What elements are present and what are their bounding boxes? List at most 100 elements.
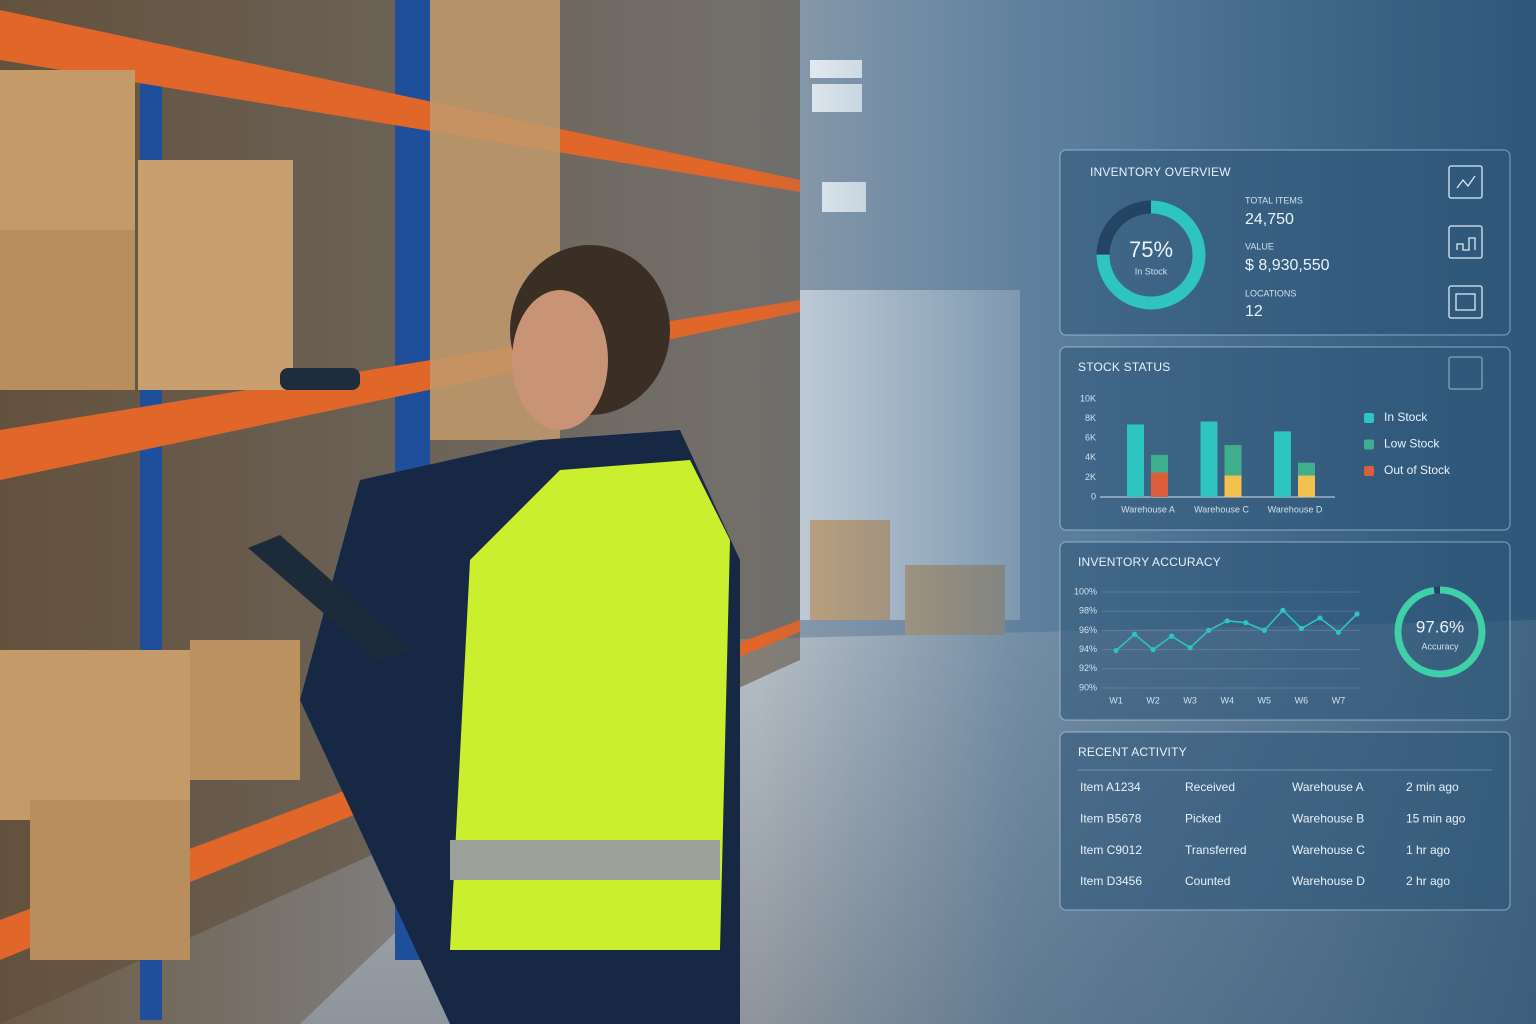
table-cell: 15 min ago (1406, 811, 1466, 825)
y-tick-label: 0 (1091, 491, 1096, 501)
y-tick-label: 8K (1085, 413, 1096, 423)
point (1206, 627, 1212, 634)
bar-segment (1151, 472, 1168, 497)
y-tick-label: 94% (1079, 644, 1097, 654)
icon-button[interactable] (1448, 356, 1483, 390)
point (1280, 607, 1286, 613)
panel-title: RECENT ACTIVITY (1078, 745, 1187, 759)
legend-swatch (1364, 413, 1374, 423)
y-tick-label: 98% (1079, 606, 1097, 616)
table-cell: 1 hr ago (1406, 843, 1450, 857)
legend-swatch (1364, 439, 1374, 450)
y-tick-label: 96% (1079, 625, 1097, 635)
icon-glyph (1456, 237, 1476, 251)
bar-segment (1298, 462, 1315, 476)
point (1187, 645, 1193, 651)
table-cell: Item C9012 (1080, 843, 1142, 857)
icon-button[interactable] (1448, 225, 1483, 259)
legend-label: Out of Stock (1384, 463, 1451, 477)
icon-glyph (1456, 175, 1476, 189)
y-tick-label: 4K (1085, 452, 1096, 462)
stat-value: 24,750 (1245, 211, 1294, 228)
stock-panel: STOCK STATUS 0 2K 4K 6K 8K 10K Warehouse A Ware… (1059, 346, 1511, 531)
table-cell: Warehouse A (1292, 780, 1364, 794)
x-tick-label: W5 (1258, 695, 1272, 705)
stat-value: $ 8,930,550 (1245, 257, 1330, 274)
bar-segment (1224, 475, 1242, 497)
icon-button[interactable] (1448, 285, 1483, 319)
donut-label: 97.6% (1416, 617, 1464, 636)
box (0, 230, 135, 390)
safety-vest (450, 460, 730, 950)
donut-caption: In Stock (1135, 266, 1168, 276)
y-tick-label: 90% (1079, 682, 1097, 692)
point (1335, 629, 1342, 635)
panel-title: INVENTORY ACCURACY (1078, 555, 1221, 569)
y-tick-label: 100% (1074, 586, 1097, 596)
bar-segment (1298, 475, 1315, 497)
table-cell: 2 hr ago (1406, 874, 1450, 888)
point (1150, 647, 1156, 653)
table-cell: Warehouse D (1292, 874, 1365, 888)
table-cell: Item D3456 (1080, 874, 1142, 888)
stat-label: TOTAL ITEMS (1245, 195, 1303, 205)
tablet (248, 535, 410, 660)
panel (1059, 149, 1511, 336)
x-tick-label: W4 (1220, 695, 1234, 705)
box (138, 160, 293, 390)
table-cell: 2 min ago (1406, 780, 1459, 794)
line (1115, 609, 1358, 652)
table-cell: Received (1185, 780, 1235, 794)
x-tick-label: W1 (1109, 695, 1123, 705)
panel-title: STOCK STATUS (1078, 360, 1170, 374)
panel-title: INVENTORY OVERVIEW (1090, 165, 1231, 179)
x-tick-label: W7 (1332, 695, 1346, 705)
accuracy-panel: INVENTORY ACCURACY 97.6% Accuracy 90% 92%… (1059, 541, 1511, 721)
legend-label: Low Stock (1384, 437, 1440, 451)
stat-label: LOCATIONS (1245, 288, 1296, 298)
x-tick-label: W6 (1295, 695, 1309, 705)
vest-stripe (450, 840, 720, 880)
donut-arc (1096, 200, 1206, 310)
box (0, 650, 190, 820)
table-cell: Item A1234 (1080, 780, 1141, 794)
y-tick-label: 10K (1080, 393, 1096, 403)
table-cell: Item B5678 (1080, 811, 1142, 825)
point (1113, 647, 1119, 654)
bar (1274, 431, 1291, 497)
x-tick-label: W2 (1146, 695, 1160, 705)
y-tick-label: 2K (1085, 472, 1096, 482)
box (30, 800, 190, 960)
activity-panel: RECENT ACTIVITY Item A1234 Received Wareho… (1059, 731, 1511, 911)
table-cell: Warehouse C (1292, 843, 1365, 857)
shelf-beam (0, 10, 800, 192)
bar (1200, 421, 1218, 497)
point (1169, 633, 1175, 639)
point (1298, 625, 1304, 632)
panel (1059, 541, 1511, 721)
point (1261, 627, 1267, 634)
bar-segment (1224, 445, 1242, 476)
overview-panel: INVENTORY OVERVIEW 75% In Stock TOTAL IT… (1059, 149, 1511, 336)
box (190, 640, 300, 780)
x-tick-label: W3 (1183, 695, 1197, 705)
table-cell: Warehouse B (1292, 811, 1364, 825)
point (1243, 620, 1249, 626)
donut-caption: Accuracy (1421, 641, 1459, 651)
x-tick-label: Warehouse D (1268, 504, 1323, 514)
bar-segment (1151, 454, 1168, 473)
table-cell: Picked (1185, 811, 1221, 825)
x-tick-label: Warehouse C (1194, 504, 1249, 514)
table-cell: Counted (1185, 874, 1230, 888)
point (1224, 618, 1230, 624)
scanner (280, 368, 360, 390)
bar (1127, 424, 1144, 497)
panel (1059, 731, 1511, 911)
table-cell: Transferred (1185, 843, 1247, 857)
icon-button[interactable] (1448, 165, 1483, 199)
donut-arc (1394, 586, 1486, 678)
worker-face (512, 290, 608, 430)
icon-glyph (1455, 293, 1476, 311)
x-tick-label: Warehouse A (1121, 504, 1175, 514)
